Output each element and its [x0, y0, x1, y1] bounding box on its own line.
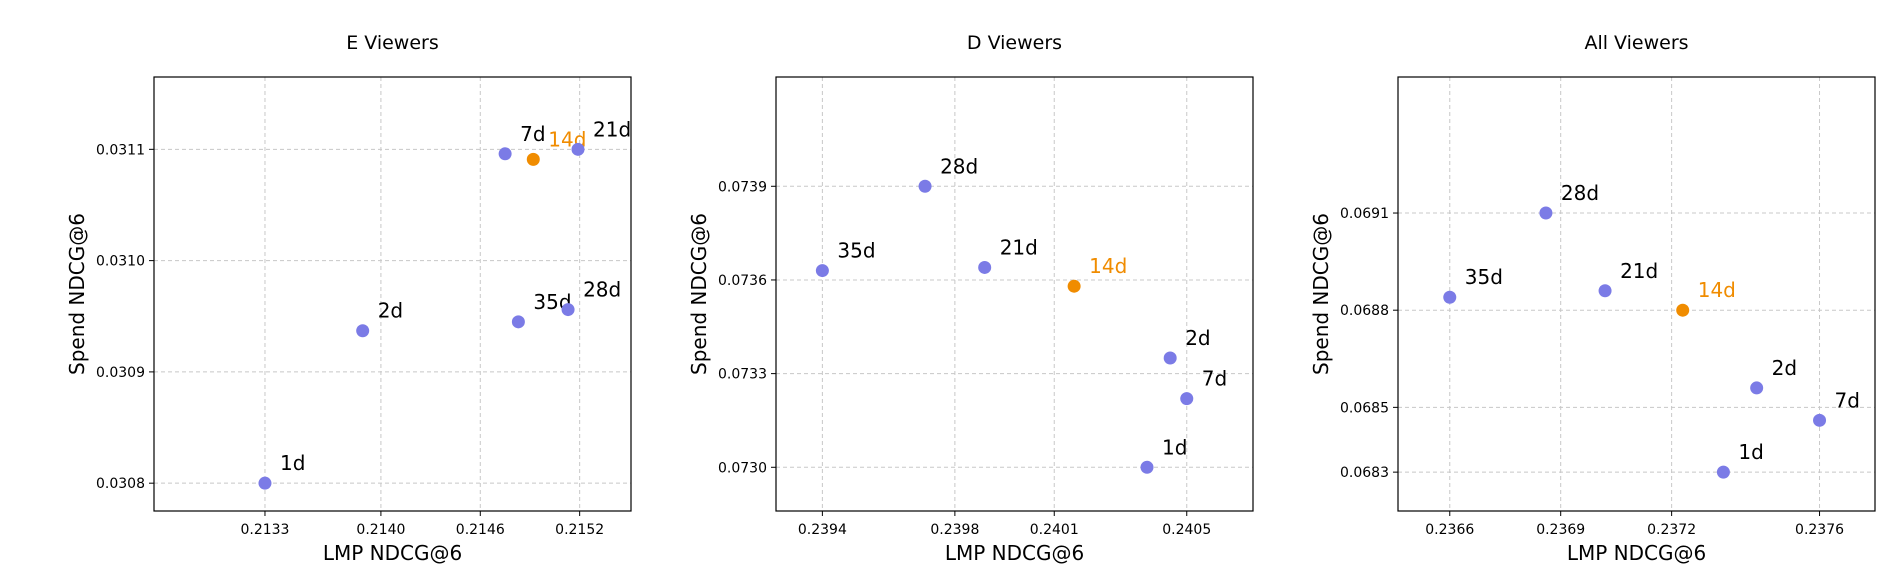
y-axis-label: Spend NDCG@6: [687, 213, 711, 375]
point-label: 35d: [1465, 265, 1503, 289]
y-tick-label: 0.0308: [96, 476, 145, 492]
y-tick-label: 0.0309: [96, 365, 145, 381]
y-tick-label: 0.0736: [718, 273, 767, 289]
x-tick-label: 0.2366: [1425, 522, 1474, 538]
data-point: [1443, 290, 1457, 304]
x-tick-label: 0.2376: [1795, 522, 1844, 538]
x-tick-label: 0.2394: [798, 522, 847, 538]
point-label: 2d: [378, 299, 403, 323]
plot-frame: [153, 76, 632, 512]
data-point: [1813, 413, 1827, 427]
x-tick-label: 0.2140: [356, 522, 405, 538]
data-point: [1539, 206, 1553, 220]
point-label: 2d: [1772, 356, 1797, 380]
chart-panel-1: 0.2133 0.2140 0.2146 0.2152 0.0308 0.0309 0.03…: [65, 32, 632, 565]
point-label: 28d: [583, 278, 621, 302]
data-point: [815, 264, 829, 278]
chart-title: D Viewers: [967, 32, 1062, 54]
data-point: [1140, 460, 1154, 474]
data-point: [1163, 351, 1177, 365]
x-tick-label: 0.2372: [1647, 522, 1696, 538]
plot-frame: [1397, 76, 1876, 512]
y-tick-label: 0.0691: [1340, 206, 1389, 222]
data-point: [1067, 279, 1081, 293]
point-label: 1d: [280, 451, 305, 475]
chart-title: E Viewers: [346, 32, 439, 54]
point-label: 28d: [1561, 181, 1599, 205]
x-tick-label: 0.2133: [240, 522, 289, 538]
chart-title: All Viewers: [1584, 32, 1688, 54]
data-point: [1716, 465, 1730, 479]
y-tick-label: 0.0688: [1340, 303, 1389, 319]
data-point: [918, 179, 932, 193]
point-label: 14d: [1089, 254, 1127, 278]
chart-panel-2: 0.2394 0.2398 0.2401 0.2405 0.0730 0.0733 0.07…: [687, 32, 1254, 565]
data-point: [571, 142, 585, 156]
point-label: 7d: [1202, 367, 1227, 391]
y-tick-label: 0.0730: [718, 460, 767, 476]
data-point: [561, 303, 575, 317]
point-label: 28d: [940, 154, 978, 178]
x-axis-label: LMP NDCG@6: [1567, 541, 1706, 565]
y-axis-label: Spend NDCG@6: [1309, 213, 1333, 375]
point-label: 35d: [837, 239, 875, 263]
data-point: [1676, 303, 1690, 317]
y-tick-label: 0.0311: [96, 142, 145, 158]
point-label: 1d: [1162, 435, 1187, 459]
y-tick-label: 0.0310: [96, 254, 145, 270]
point-label: 1d: [1738, 440, 1763, 464]
data-point: [1598, 284, 1612, 298]
data-point: [258, 476, 272, 490]
y-tick-label: 0.0685: [1340, 400, 1389, 416]
y-axis-label: Spend NDCG@6: [65, 213, 89, 375]
data-point: [1750, 381, 1764, 395]
x-tick-label: 0.2401: [1030, 522, 1079, 538]
point-label: 14d: [1698, 278, 1736, 302]
x-tick-label: 0.2398: [930, 522, 979, 538]
y-tick-label: 0.0683: [1340, 465, 1389, 481]
point-label: 7d: [520, 122, 545, 146]
point-label: 7d: [1835, 388, 1860, 412]
point-label: 2d: [1185, 326, 1210, 350]
x-tick-label: 0.2405: [1162, 522, 1211, 538]
plot-frame: [775, 76, 1254, 512]
y-tick-label: 0.0739: [718, 179, 767, 195]
data-point: [526, 152, 540, 166]
point-label: 21d: [1620, 259, 1658, 283]
chart-panel-3: 0.2366 0.2369 0.2372 0.2376 0.0683 0.0685 0.06…: [1309, 32, 1876, 565]
x-axis-label: LMP NDCG@6: [945, 541, 1084, 565]
point-label: 21d: [593, 117, 631, 141]
data-point: [1180, 392, 1194, 406]
x-axis-label: LMP NDCG@6: [323, 541, 462, 565]
data-point: [978, 260, 992, 274]
data-point: [356, 324, 370, 338]
y-tick-label: 0.0733: [718, 367, 767, 383]
data-point: [511, 315, 525, 329]
data-point: [498, 147, 512, 161]
x-tick-label: 0.2146: [456, 522, 505, 538]
x-tick-label: 0.2369: [1536, 522, 1585, 538]
point-label: 21d: [1000, 235, 1038, 259]
x-tick-label: 0.2152: [555, 522, 604, 538]
